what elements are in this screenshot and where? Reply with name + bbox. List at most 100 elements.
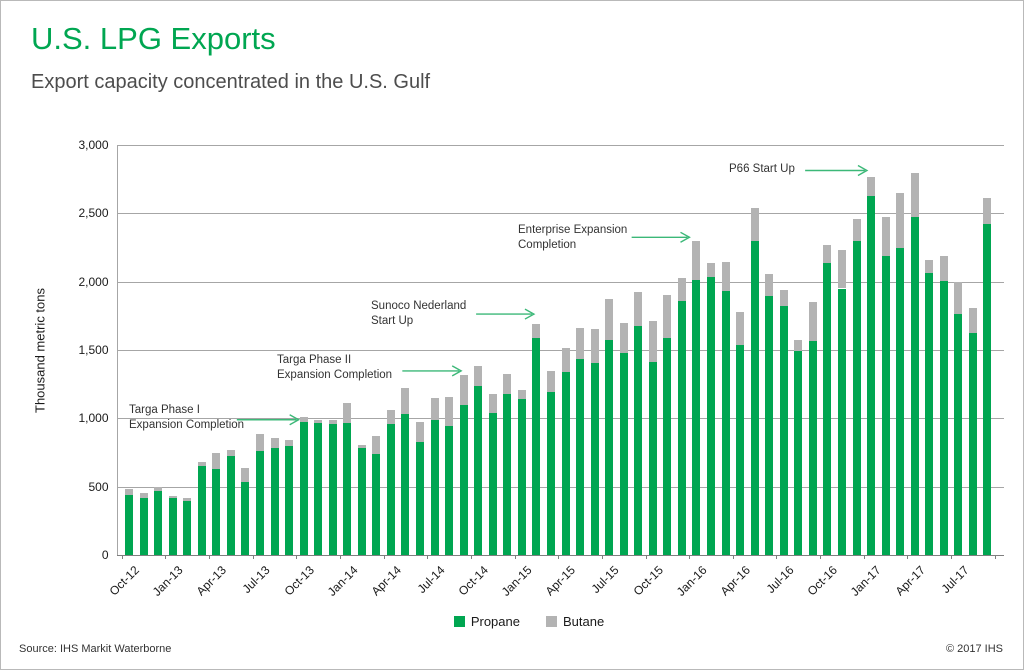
bar-segment-butane	[445, 397, 454, 426]
bar-segment-butane	[488, 394, 497, 413]
x-tick-label: Jul-17	[938, 563, 972, 597]
butane-color-swatch-icon	[545, 616, 557, 627]
x-tick	[732, 555, 734, 559]
y-axis-line	[116, 145, 118, 555]
bar-segment-butane	[328, 420, 337, 425]
legend-label: Butane	[562, 614, 605, 629]
bar-segment-propane	[605, 340, 614, 555]
x-tick-label: Oct-13	[281, 563, 317, 599]
bar-segment-butane	[750, 207, 759, 242]
bar-segment-propane	[183, 501, 192, 555]
bar-segment-propane	[794, 351, 803, 555]
bar-segment-butane	[808, 302, 817, 342]
bar-segment-butane	[590, 328, 599, 363]
x-tick	[863, 555, 865, 559]
bar-segment-propane	[692, 279, 701, 555]
bar-segment-butane	[226, 450, 235, 456]
bar-segment-butane	[430, 397, 439, 420]
x-tick-label: Oct-16	[804, 563, 841, 599]
page-title: U.S. LPG Exports	[31, 21, 276, 56]
gridline	[116, 213, 1004, 215]
bar-segment-butane	[707, 263, 715, 277]
x-tick-label: Jul-15	[589, 563, 623, 597]
bar-segment-propane	[401, 413, 410, 555]
bar-segment-propane	[430, 419, 439, 555]
bar-segment-propane	[532, 338, 541, 555]
x-tick-label: Apr-17	[892, 563, 928, 599]
annotation-label: Targa Phase II Expansion Completion	[277, 354, 393, 381]
bar-segment-butane	[852, 218, 861, 241]
x-tick	[427, 555, 429, 559]
bar-segment-butane	[532, 324, 541, 339]
bar-segment-butane	[910, 173, 919, 217]
bar-segment-butane	[939, 256, 948, 281]
bar-segment-butane	[736, 312, 745, 346]
bar-segment-butane	[416, 421, 424, 442]
bar-segment-butane	[270, 438, 279, 448]
bar-segment-butane	[925, 259, 934, 273]
x-tick	[994, 555, 996, 559]
x-tick-label: Jan-14	[324, 563, 361, 599]
x-tick-label: Jan-15	[498, 563, 535, 599]
bar-segment-propane	[896, 248, 905, 555]
bar-segment-propane	[445, 425, 454, 555]
gridline	[116, 418, 1004, 420]
bar-segment-propane	[154, 491, 163, 555]
x-tick	[209, 555, 210, 559]
legend: Propane Butane	[1, 614, 1023, 629]
bar-segment-propane	[459, 405, 468, 555]
bar-segment-propane	[561, 371, 570, 555]
bar-segment-propane	[139, 498, 148, 555]
bar-segment-propane	[954, 313, 963, 555]
bar-segment-propane	[779, 306, 788, 555]
x-tick-label: Jul-13	[239, 563, 273, 597]
bar-segment-propane	[517, 398, 526, 555]
x-tick	[645, 555, 647, 559]
annotation-label: Sunoco Nederland Start Up	[371, 300, 467, 327]
bar-segment-butane	[867, 177, 876, 196]
bar-segment-butane	[168, 496, 177, 499]
bar-segment-propane	[765, 296, 774, 555]
legend-item-butane: Butane	[545, 614, 605, 629]
bar-segment-butane	[255, 434, 264, 452]
x-tick	[951, 555, 953, 559]
bar-segment-butane	[721, 261, 730, 292]
bar-segment-propane	[881, 256, 890, 555]
y-tick-label: 2,000	[78, 274, 109, 289]
bar-segment-propane	[488, 412, 497, 555]
x-tick-label: Apr-14	[368, 563, 404, 599]
x-tick-label: Apr-15	[543, 563, 579, 599]
bar-segment-propane	[197, 466, 206, 555]
annotation-label: Enterprise Expansion Completion	[518, 224, 628, 251]
x-tick	[296, 555, 298, 559]
bar-segment-butane	[881, 216, 890, 257]
x-tick	[383, 555, 385, 559]
bar-segment-butane	[474, 366, 483, 386]
x-tick	[558, 555, 560, 559]
bar-segment-propane	[939, 280, 948, 555]
annotation-label: P66 Start Up	[729, 163, 795, 175]
bar-segment-propane	[372, 453, 381, 555]
bar-segment-butane	[779, 289, 788, 307]
x-tick	[689, 555, 691, 559]
x-tick	[514, 555, 516, 559]
bar-segment-propane	[270, 447, 279, 555]
x-tick	[776, 555, 778, 559]
bar-segment-butane	[968, 308, 977, 333]
bar-segment-propane	[910, 216, 919, 555]
source-note: Source: IHS Markit Waterborne	[19, 643, 172, 655]
bar-segment-butane	[459, 375, 468, 406]
bar-segment-butane	[648, 320, 657, 362]
bar-segment-propane	[299, 422, 308, 555]
bar-segment-propane	[677, 300, 686, 555]
bar-segment-butane	[357, 444, 366, 449]
bar-segment-butane	[896, 192, 905, 249]
bar-segment-propane	[852, 240, 861, 555]
bar-segment-propane	[750, 241, 759, 555]
bar-segment-propane	[837, 288, 846, 555]
y-tick-label: 1,500	[78, 343, 109, 357]
bar-segment-propane	[212, 468, 221, 555]
bar-segment-butane	[794, 339, 803, 352]
bar-segment-propane	[357, 448, 366, 555]
